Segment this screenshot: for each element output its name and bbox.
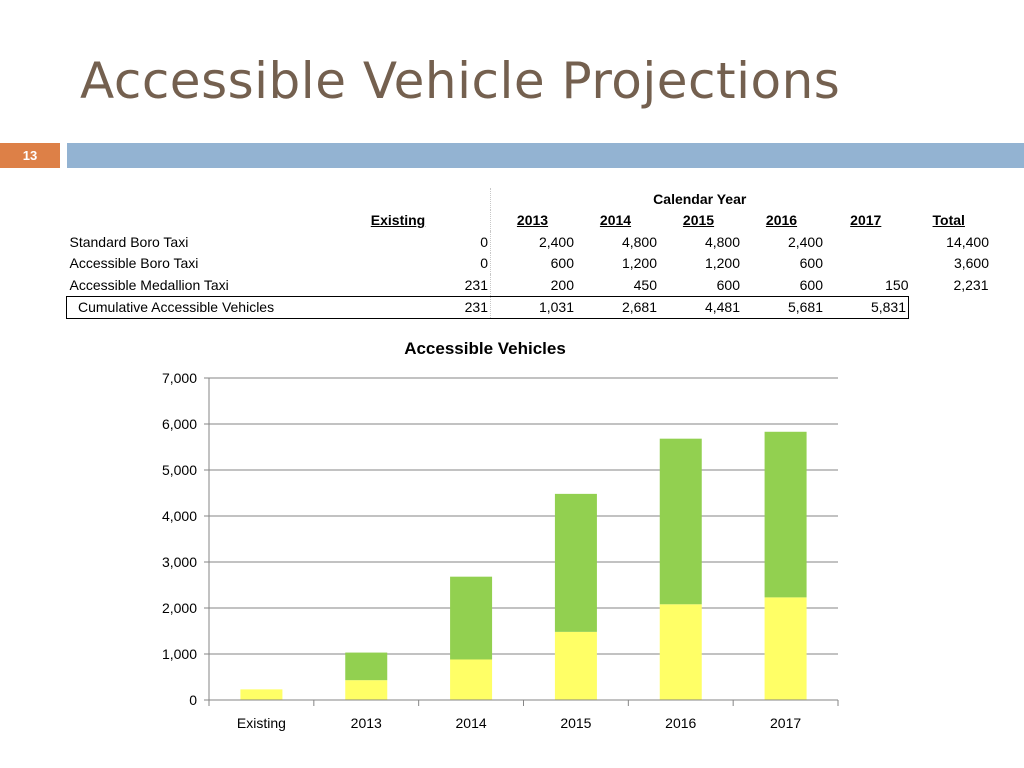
bar-segment-base [659, 604, 702, 700]
table-cell: 600 [716, 276, 740, 293]
bar-segment-added [659, 438, 702, 605]
column-header: 2013 [516, 212, 549, 229]
table-cell: 1,031 [490, 295, 574, 319]
x-tick-label: Existing [237, 715, 286, 731]
table-cell: 2,231 [953, 277, 989, 293]
table-row-cumulative: Cumulative Accessible Vehicles 231 1,031… [66, 295, 992, 319]
table-cell: 5,831 [823, 295, 909, 319]
y-tick-label: 6,000 [162, 416, 197, 432]
row-label: Cumulative Accessible Vehicles [66, 295, 308, 319]
y-tick-label: 2,000 [162, 600, 197, 616]
projection-table: Calendar Year Existing 2013 2014 2015 20… [66, 188, 992, 319]
table-cell: 150 [885, 276, 909, 293]
table-cell: 4,481 [657, 295, 740, 319]
row-label: Accessible Medallion Taxi [69, 276, 229, 293]
y-tick-label: 5,000 [162, 462, 197, 478]
calendar-year-header: Calendar Year [653, 190, 747, 207]
table-cell: 2,400 [538, 233, 574, 250]
table-row: Accessible Boro Taxi 0 600 1,200 1,200 6… [67, 252, 992, 274]
table-cell: 231 [308, 295, 491, 319]
column-header: 2017 [850, 212, 882, 229]
bar-segment-added [345, 652, 388, 681]
table-cell: 600 [799, 255, 823, 272]
y-tick-label: 7,000 [162, 370, 197, 386]
x-tick-label: 2014 [456, 715, 487, 731]
y-tick-label: 3,000 [162, 554, 197, 570]
column-header: Existing [308, 209, 491, 231]
table-row: Accessible Medallion Taxi 231 200 450 60… [67, 274, 992, 296]
table-cell: 2,681 [574, 295, 657, 319]
table-cell: 0 [308, 252, 491, 274]
table-cell: 14,400 [946, 233, 989, 250]
y-tick-label: 0 [189, 692, 197, 708]
x-tick-label: 2013 [351, 715, 382, 731]
bar-segment-added [764, 431, 807, 598]
y-tick-label: 1,000 [162, 646, 197, 662]
bar-segment-base [554, 631, 597, 700]
table-row: Standard Boro Taxi 0 2,400 4,800 4,800 2… [67, 231, 992, 253]
table-cell: 231 [308, 274, 491, 296]
y-tick-label: 4,000 [162, 508, 197, 524]
chart-axes: 0 1,000 2,000 3,000 4,000 5,000 6,000 7,000 Exis… [162, 370, 839, 731]
chart-grid [209, 377, 838, 655]
table-header-row: Existing 2013 2014 2015 2016 2017 Total [67, 209, 992, 231]
chart-bars [240, 431, 807, 700]
table-cell: 1,200 [621, 255, 657, 272]
column-header: 2015 [682, 212, 715, 229]
table-cell: 0 [308, 231, 491, 253]
table-cell: 200 [550, 276, 574, 293]
table-cell: 3,600 [953, 255, 989, 272]
column-header: 2014 [599, 212, 632, 229]
x-tick-label: 2016 [665, 715, 696, 731]
column-header: 2016 [765, 212, 798, 229]
slide-title: Accessible Vehicle Projections [80, 52, 841, 110]
table-cell: 450 [633, 276, 657, 293]
bar-segment-base [450, 659, 493, 700]
slide-number: 13 [0, 143, 60, 168]
row-label: Standard Boro Taxi [69, 233, 189, 250]
x-tick-label: 2015 [560, 715, 591, 731]
table-cell: 600 [550, 255, 574, 272]
bar-segment-base [240, 689, 283, 700]
chart-title: Accessible Vehicles [404, 339, 566, 358]
table-cell: 4,800 [704, 233, 740, 250]
column-header: Total [932, 212, 965, 229]
row-label: Accessible Boro Taxi [69, 255, 199, 272]
table-cell: 1,200 [704, 255, 740, 272]
x-tick-label: 2017 [770, 715, 801, 731]
table-group-header-row: Calendar Year [67, 188, 992, 210]
header-band [67, 143, 1024, 168]
bar-segment-added [554, 493, 597, 632]
bar-segment-base [764, 597, 807, 700]
table-cell: 600 [799, 276, 823, 293]
table-cell: 2,400 [787, 233, 823, 250]
table-cell: 5,681 [740, 295, 823, 319]
bar-segment-base [345, 680, 388, 700]
bar-segment-added [450, 576, 493, 660]
table-cell: 4,800 [621, 233, 657, 250]
